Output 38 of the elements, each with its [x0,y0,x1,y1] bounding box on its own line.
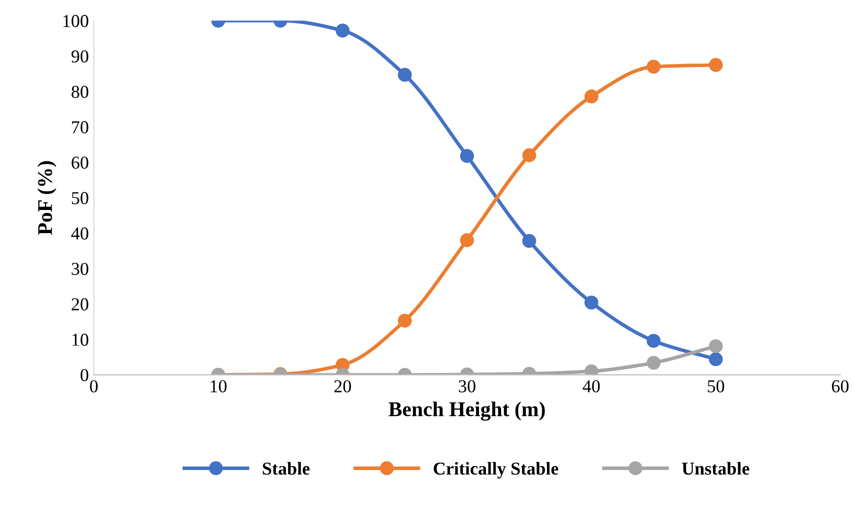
y-tick-label: 50 [72,192,88,204]
x-axis-title: Bench Height (m) [388,402,545,421]
point [460,149,474,163]
y-axis-title: PoF (%) [37,161,56,235]
point [336,24,350,38]
x-tick-label: 50 [708,380,724,392]
legend-label: Unstable [682,462,750,475]
y-tick-label: 0 [80,369,88,382]
x-tick-label: 10 [210,380,227,392]
y-tick-label: 70 [72,121,88,134]
point [708,58,723,72]
y-tick-label: 40 [71,227,88,240]
point [398,314,412,328]
y-tick-label: 80 [72,86,88,98]
legend-label: Critically Stable [434,462,558,478]
y-tick-label: 30 [72,262,88,276]
legend-label: Stable [262,462,310,475]
x-tick-label: 20 [334,380,351,392]
x-tick-label: 30 [458,380,476,392]
y-tick-label: 100 [63,14,88,28]
point [584,90,598,104]
point [646,356,661,370]
y-tick-label: 90 [71,50,88,63]
y-tick-label: 60 [72,156,88,169]
x-tick-label: 0 [90,380,98,392]
point [646,60,661,74]
point [460,233,474,248]
point [522,148,536,162]
point [708,339,723,354]
point [646,334,661,348]
point [708,352,723,366]
point [522,234,536,248]
y-tick-label: 10 [72,334,88,346]
point [398,68,412,82]
y-tick-label: 20 [72,298,88,310]
x-tick-label: 40 [582,380,600,392]
x-tick-label: 60 [832,380,849,392]
point [584,296,598,310]
